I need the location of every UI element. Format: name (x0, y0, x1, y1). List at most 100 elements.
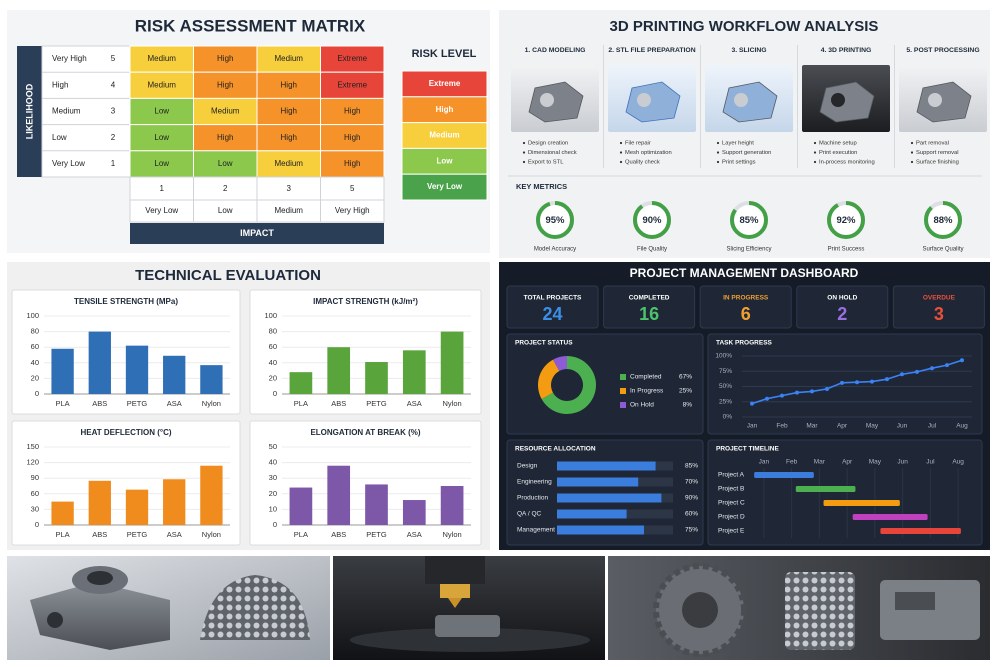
kpi-label: COMPLETED (629, 295, 670, 302)
value-label: 60% (685, 511, 698, 518)
step-bullet: Layer height (722, 141, 754, 147)
x-tick-label: ASA (167, 399, 182, 408)
legend-title: RISK LEVEL (412, 48, 477, 60)
y-tick-label: 40 (31, 358, 39, 367)
metric-label: Print Success (828, 247, 865, 253)
bar (365, 484, 388, 525)
line-point (750, 401, 754, 406)
legend-swatch (401, 122, 488, 149)
bullet-dot (716, 160, 720, 164)
x-tick-label: PLA (294, 530, 308, 539)
legend-label: Low (437, 156, 454, 165)
x-tick-label: May (869, 459, 882, 466)
bar (557, 493, 662, 503)
value-label: 85% (685, 463, 698, 470)
line-point (810, 389, 814, 394)
y-tick-label: 100% (715, 353, 732, 360)
bar (51, 348, 74, 394)
line-point (825, 386, 829, 391)
step-bullet: Part removal (916, 141, 949, 147)
kpi-label: TOTAL PROJECTS (524, 295, 582, 302)
dash-card (707, 333, 983, 435)
bullet-dot (910, 151, 914, 154)
step-bullet: Quality check (625, 160, 660, 166)
y-tick-label: 0 (35, 520, 39, 529)
kpi-card (603, 285, 696, 329)
bar (557, 525, 644, 535)
cell-label: High (281, 107, 297, 116)
chart-card (249, 420, 482, 546)
photo-part (47, 612, 63, 628)
bullet-dot (522, 151, 526, 154)
card-title: RESOURCE ALLOCATION (515, 446, 596, 453)
step-object (928, 93, 942, 107)
legend-swatch (401, 96, 488, 124)
y-tick-label: 150 (26, 442, 39, 451)
legend-label: On Hold (630, 402, 654, 409)
legend-swatch (620, 388, 626, 394)
line-point (855, 380, 859, 385)
step-title: 1. CAD MODELING (525, 47, 586, 54)
cell-label: Low (154, 107, 169, 116)
x-tick-label: Aug (952, 459, 964, 466)
x-tick-label: May (866, 423, 879, 430)
category-label: QA / QC (517, 511, 542, 518)
task-label: Project C (718, 500, 745, 507)
y-tick-label: 20 (269, 489, 277, 498)
kpi-value: 2 (837, 304, 847, 324)
bar (402, 350, 426, 394)
workflow-title: 3D PRINTING WORKFLOW ANALYSIS (610, 18, 879, 35)
line-point (945, 363, 949, 368)
y-tick-label: 30 (269, 473, 277, 482)
value-label: 90% (685, 495, 698, 502)
bar (88, 480, 111, 525)
y-tick-label: 10 (269, 504, 277, 513)
metric-label: File Quality (637, 247, 667, 253)
step-bullet: Surface finishing (916, 160, 959, 166)
line-point (900, 372, 904, 377)
matrix-cell (193, 45, 258, 73)
metric-label: Slicing Efficiency (727, 247, 772, 253)
x-tick-label: ABS (331, 530, 346, 539)
matrix-cell (129, 124, 194, 152)
x-tick-label: PETG (127, 530, 148, 539)
x-tick-label: Jun (897, 423, 908, 430)
step-object (528, 81, 584, 123)
gantt-bar (823, 500, 900, 506)
row-score: 1 (111, 159, 116, 168)
bar (365, 362, 388, 394)
x-axis-label: IMPACT (240, 228, 274, 238)
legend-label: Medium (429, 131, 459, 140)
task-label: Project D (718, 514, 745, 521)
bar (557, 461, 656, 471)
bullet-dot (619, 141, 623, 145)
bullet-dot (716, 151, 720, 154)
bar (557, 509, 627, 519)
photo-part (785, 572, 855, 650)
x-tick-label: Aug (956, 423, 968, 430)
card-title: PROJECT TIMELINE (716, 446, 780, 453)
step-bullet: In-process monitoring (819, 160, 875, 166)
x-tick-label: ABS (92, 530, 107, 539)
step-bullet: Support removal (916, 150, 959, 156)
kpi-value: 16 (639, 304, 659, 324)
bar (163, 355, 186, 394)
category-label: Production (517, 495, 548, 502)
y-tick-label: 80 (31, 327, 39, 336)
metric-value: 90% (642, 215, 662, 226)
x-tick-label: Nylon (202, 530, 221, 539)
legend-value: 67% (679, 374, 692, 381)
step-bullet: Mesh optimization (625, 150, 672, 156)
legend-swatch (401, 173, 488, 201)
bar (440, 486, 464, 525)
legend-value: 8% (683, 402, 693, 409)
cell-label: High (281, 80, 297, 89)
cell-label: Medium (148, 54, 177, 63)
x-tick-label: Mar (806, 423, 818, 430)
step-bullet: Design creation (528, 141, 568, 147)
cell-label: High (281, 133, 297, 142)
cell-label: Extreme (337, 80, 367, 89)
cell-label: Medium (275, 54, 304, 63)
step-title: 4. 3D PRINTING (821, 47, 872, 54)
kpi-card (892, 285, 985, 329)
